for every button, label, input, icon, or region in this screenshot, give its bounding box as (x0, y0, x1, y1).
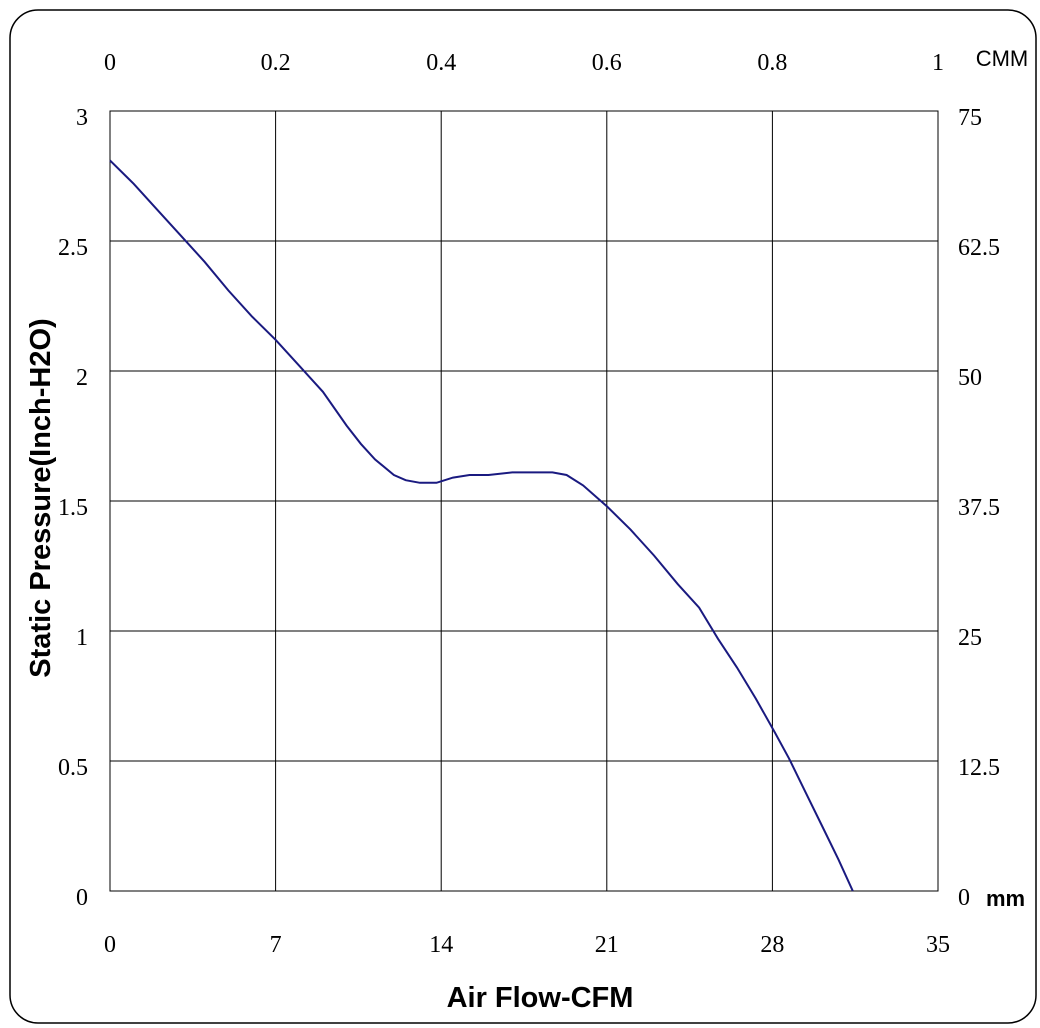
y-tick-label: 2 (76, 365, 88, 391)
x-tick-label: 0 (104, 932, 116, 958)
y-tick-label: 3 (76, 105, 88, 131)
y-tick-label: 1.5 (58, 495, 88, 521)
chart-frame (9, 9, 1037, 1024)
right-tick-label: 50 (958, 365, 982, 391)
x-tick-label: 28 (760, 932, 784, 958)
right-tick-label: 75 (958, 105, 982, 131)
right-axis-unit: mm (986, 886, 1025, 911)
right-tick-label: 12.5 (958, 755, 1000, 781)
y-tick-label: 2.5 (58, 235, 88, 261)
top-tick-label: 1 (932, 50, 944, 76)
y-tick-label: 0.5 (58, 755, 88, 781)
x-tick-label: 21 (595, 932, 619, 958)
x-tick-label: 14 (429, 932, 453, 958)
right-tick-label: 25 (958, 625, 982, 651)
top-tick-label: 0 (104, 50, 116, 76)
top-tick-label: 0.6 (592, 50, 622, 76)
right-axis-tick-labels: 0 12.5 25 37.5 50 62.5 75 (958, 105, 1000, 911)
right-tick-label: 0 (958, 885, 970, 911)
top-tick-label: 0.2 (261, 50, 291, 76)
y-axis-tick-labels: 0 0.5 1 1.5 2 2.5 3 (58, 105, 88, 911)
top-tick-label: 0.8 (757, 50, 787, 76)
plot-area-border (109, 110, 939, 892)
y-axis-label: Static Pressure(Inch-H2O) (25, 318, 57, 677)
top-tick-label: 0.4 (426, 50, 456, 76)
series-line (109, 159, 854, 892)
x-tick-label: 7 (270, 932, 282, 958)
y-tick-label: 1 (76, 625, 88, 651)
right-tick-label: 62.5 (958, 235, 1000, 261)
right-tick-label: 37.5 (958, 495, 1000, 521)
top-axis-unit: CMM (976, 46, 1029, 71)
y-tick-label: 0 (76, 885, 88, 911)
x-tick-label: 35 (926, 932, 950, 958)
x-axis-label: Air Flow-CFM (447, 982, 634, 1014)
top-axis-tick-labels: 0 0.2 0.4 0.6 0.8 1 (104, 50, 944, 76)
x-axis-tick-labels: 0 7 14 21 28 35 (104, 932, 950, 958)
